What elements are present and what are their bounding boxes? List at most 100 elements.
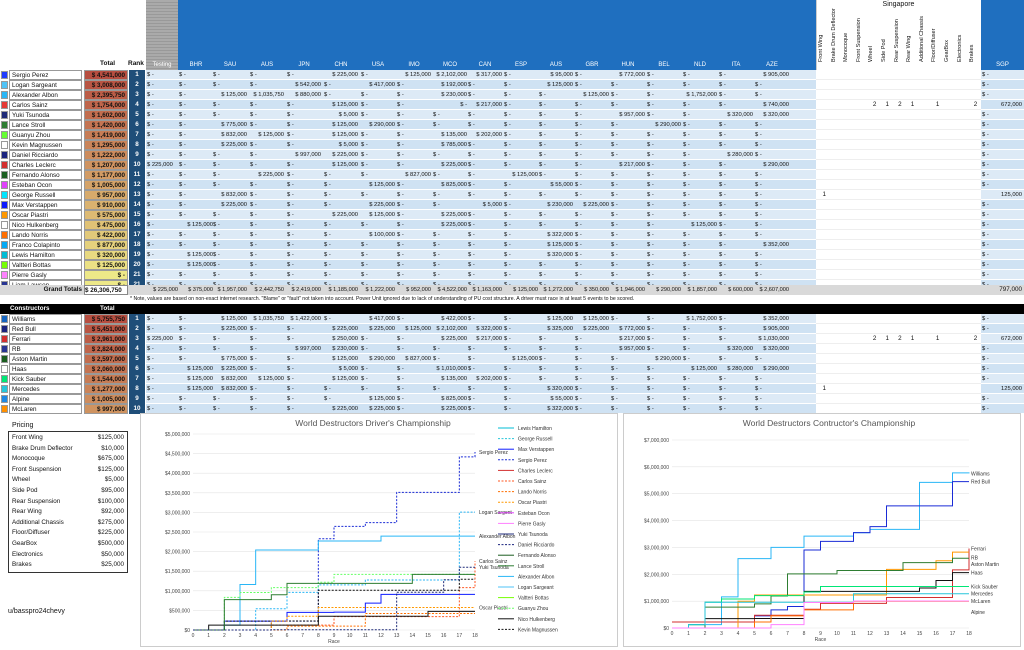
parts-area (816, 260, 981, 270)
driver-rank-header: Rank (128, 60, 144, 67)
rank-value: 8 (129, 384, 145, 394)
y-tick-label: $0 (184, 628, 190, 634)
race-cell: $ - (179, 92, 186, 98)
x-tick-label: 0 (192, 633, 195, 639)
race-cell: $ - (719, 356, 726, 362)
color-swatch (1, 181, 8, 189)
race-cell: $ - (179, 102, 186, 108)
race-cell: $ - (575, 72, 582, 78)
race-cell: $ - (539, 346, 546, 352)
race-cell: $ - (287, 72, 294, 78)
race-cell: $ - (575, 192, 582, 198)
race-cell: $ - (250, 346, 257, 352)
race-cell: $ - (504, 142, 511, 148)
race-cell: $ - (397, 396, 404, 402)
race-cell: $ - (250, 272, 257, 278)
parts-area (816, 140, 981, 150)
race-cell: $ - (361, 92, 368, 98)
part-header: Brakes (969, 44, 976, 62)
race-cell: $ - (575, 366, 582, 372)
sgp-cell: 672,000 (1001, 102, 1022, 108)
race-header-sau: SAU (223, 62, 237, 68)
race-cell: $ - (755, 232, 762, 238)
race-cell: $ - (504, 182, 511, 188)
race-cell: $ - (468, 82, 475, 88)
race-cell: $ - (287, 232, 294, 238)
constructor-name: Williams (9, 314, 82, 324)
race-cell: $ - (397, 232, 404, 238)
color-swatch (1, 111, 8, 119)
driver-name: Valtteri Bottas (9, 260, 82, 270)
race-cell: $ - (324, 386, 331, 392)
race-cell: $ - (504, 346, 511, 352)
driver-row (146, 260, 1024, 270)
race-cell: $ - (719, 202, 726, 208)
driver-name: Yuki Tsunoda (9, 110, 82, 120)
sgp-cell: $ - (982, 252, 989, 258)
race-cell: $ - (683, 202, 690, 208)
race-cell: $ - (504, 202, 511, 208)
race-cell: $ - (504, 132, 511, 138)
constructor-name: Aston Martin (9, 354, 82, 364)
legend-item: Carlos Sainz (518, 479, 547, 485)
race-cell: $ 422,000 (441, 316, 467, 322)
race-cell: $ - (179, 182, 186, 188)
race-cell: $ 125,000 (332, 376, 358, 382)
race-cell: $ 1,035,750 (253, 92, 284, 98)
race-cell: $ - (719, 252, 726, 258)
race-cell: $ - (250, 182, 257, 188)
rank-value: 14 (129, 200, 145, 210)
race-cell: $ 125,000 (547, 316, 573, 322)
singapore-parts-header (816, 0, 981, 70)
race-cell: $ - (683, 406, 690, 412)
race-cell: $ - (719, 212, 726, 218)
driver-row (146, 240, 1024, 250)
sgp-cell: $ - (982, 112, 989, 118)
driver-row (146, 210, 1024, 220)
driver-row (146, 120, 1024, 130)
race-cell: $ - (575, 182, 582, 188)
race-cell: $ - (611, 242, 618, 248)
race-cell: $ - (468, 182, 475, 188)
part-header: Rear Suspension (893, 19, 900, 62)
race-cell: $ - (683, 122, 690, 128)
race-cell: $ - (468, 406, 475, 412)
race-cell: $ - (361, 192, 368, 198)
race-cell: $ - (250, 152, 257, 158)
race-cell: $ - (719, 92, 726, 98)
pricing-price: $100,000 (97, 497, 124, 505)
race-cell: $ - (719, 316, 726, 322)
column-total: $ 4,522,000 (437, 287, 467, 293)
color-swatch (1, 171, 8, 179)
race-cell: $ - (575, 122, 582, 128)
series-line-haas (672, 572, 969, 629)
rank-value: 4 (129, 100, 145, 110)
race-cell: $ 225,000 (221, 202, 247, 208)
race-cell: $ - (287, 192, 294, 198)
race-cell: $ - (683, 272, 690, 278)
sgp-cell: $ - (982, 272, 989, 278)
pricing-price: $95,000 (101, 486, 124, 494)
race-cell: $ - (755, 172, 762, 178)
sgp-header: SGP (996, 62, 1009, 68)
testing-cell: $ - (147, 132, 154, 138)
race-cell: $ - (683, 112, 690, 118)
testing-cell: $ - (147, 326, 154, 332)
race-cell: $ - (213, 252, 220, 258)
part-count: 2 (898, 335, 902, 342)
race-cell: $ - (468, 316, 475, 322)
race-cell: $ 125,000 (332, 162, 358, 168)
race-cell: $ - (179, 212, 186, 218)
race-cell: $ - (539, 376, 546, 382)
driver-name: Oscar Piastri (9, 210, 82, 220)
total-value: $ 3,008,000 (84, 80, 128, 90)
testing-cell: $ - (147, 112, 154, 118)
race-cell: $ - (504, 112, 511, 118)
race-cell: $ - (611, 102, 618, 108)
race-cell: $ 1,010,000 (436, 366, 467, 372)
race-cell: $ - (755, 376, 762, 382)
race-cell: $ - (539, 366, 546, 372)
parts-area (816, 190, 981, 200)
race-cell: $ - (468, 396, 475, 402)
part-header: GearBox (944, 39, 950, 62)
